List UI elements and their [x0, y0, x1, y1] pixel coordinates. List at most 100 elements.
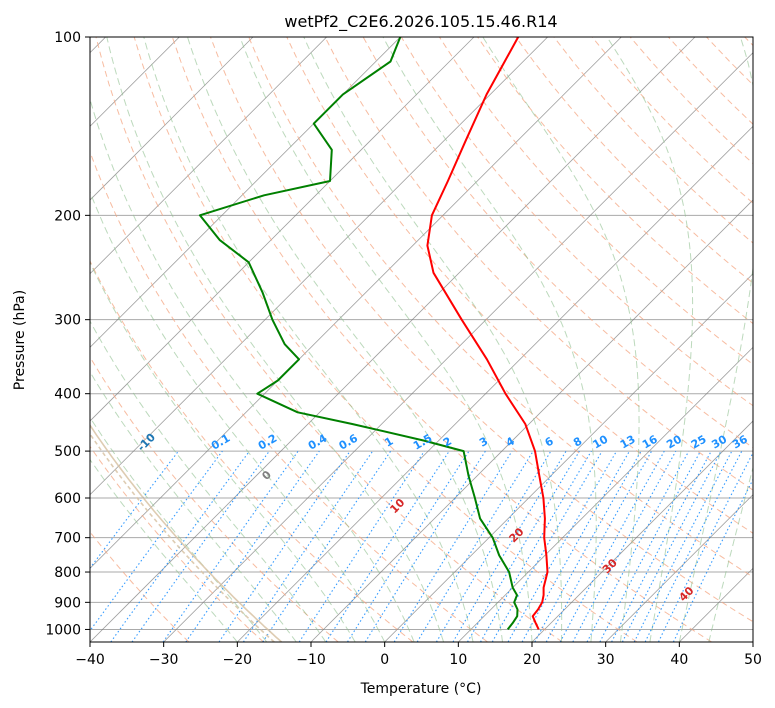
y-tick-label: 400	[54, 387, 81, 403]
dry-adiabat-line	[286, 37, 753, 534]
moist-adiabat-line	[90, 416, 268, 642]
x-tick-label: −10	[296, 652, 326, 668]
mixing-ratio-label: 3	[477, 435, 490, 450]
x-axis-label: Temperature (°C)	[360, 681, 482, 697]
isotherm-line	[90, 37, 401, 348]
isotherm-line	[237, 125, 753, 642]
mixing-ratio-label: 8	[571, 435, 584, 450]
x-tick-label: 40	[670, 652, 688, 668]
moist-adiabat-line	[143, 37, 474, 642]
mixing-ratio-line	[131, 450, 270, 642]
mixing-ratio-line	[545, 450, 653, 642]
y-tick-label: 500	[54, 444, 81, 460]
mixing-ratio-label: 16	[640, 432, 660, 451]
moist-adiabat-line	[106, 37, 445, 642]
y-tick-label: 200	[54, 208, 81, 224]
isotherm-line	[90, 37, 548, 496]
isotherm-line	[163, 52, 753, 642]
dry-adiabat-line	[90, 259, 414, 642]
mixing-ratio-line	[644, 450, 743, 642]
mixing-ratio-line	[672, 478, 753, 642]
mixing-ratio-line	[559, 450, 665, 642]
mixing-ratio-label: 6	[543, 434, 556, 449]
moist-adiabat-label: 10	[387, 496, 407, 516]
y-tick-label: 600	[54, 491, 81, 507]
x-tick-label: 10	[449, 652, 467, 668]
dry-adiabat-label: -20	[54, 400, 77, 423]
dry-adiabat-line	[90, 445, 264, 642]
moist-adiabat-line	[90, 458, 238, 642]
mixing-ratio-line	[534, 450, 642, 642]
y-tick-label: 100	[54, 30, 81, 46]
mixing-ratio-line	[586, 450, 690, 642]
mixing-ratio-label: 0.1	[209, 432, 232, 453]
isotherm-line	[531, 420, 753, 642]
mixing-ratio-label: 0.2	[256, 432, 279, 453]
x-tick-label: −20	[223, 652, 253, 668]
mixing-ratio-line	[521, 450, 630, 642]
dry-adiabat-line	[210, 37, 753, 623]
dry-adiabat-line	[90, 356, 339, 642]
y-tick-label: 900	[54, 595, 81, 611]
dry-adiabat-line	[248, 37, 753, 578]
moist-adiabat-line	[482, 37, 640, 642]
parcel-curve-line	[90, 423, 283, 642]
dry-adiabat-label: -10	[135, 431, 158, 454]
mixing-ratio-line	[364, 450, 486, 642]
mixing-ratio-line	[110, 450, 250, 642]
isotherm-line	[605, 494, 753, 642]
mixing-ratio-line	[633, 450, 733, 642]
mixing-ratio-label: 30	[709, 432, 729, 451]
moist-adiabat-label: 30	[600, 556, 620, 576]
dry-adiabat-line	[133, 37, 638, 642]
dry-adiabat-line	[90, 150, 488, 642]
isotherm-line	[752, 641, 753, 642]
mixing-ratio-line	[416, 450, 534, 642]
isotherm-line	[384, 273, 753, 642]
mixing-ratio-line	[599, 450, 701, 642]
moist-adiabat-label: 40	[676, 584, 696, 604]
moist-adiabat-line	[708, 465, 753, 642]
x-tick-label: 0	[380, 652, 389, 668]
dewpoint-line	[198, 37, 519, 631]
mixing-ratio-line	[325, 450, 450, 642]
mixing-ratio-label: 36	[730, 432, 750, 451]
mixing-ratio-label: 10	[591, 432, 611, 451]
mixing-ratio-label: 20	[664, 432, 684, 451]
mixing-ratio-line	[185, 450, 320, 642]
mixing-ratio-label: 1	[382, 435, 395, 450]
mixing-ratio-line	[242, 450, 374, 642]
isotherm-line	[679, 567, 753, 642]
dry-adiabat-line	[90, 531, 190, 642]
mixing-ratio-line	[298, 450, 425, 642]
moist-adiabat-line	[678, 37, 753, 642]
moist-adiabat-line	[90, 370, 297, 642]
mixing-ratio-line	[572, 450, 677, 642]
moist-adiabat-label: 20	[507, 525, 527, 545]
dry-adiabat-line	[515, 37, 753, 284]
dry-adiabat-line	[95, 37, 563, 642]
chart-title: wetPf2_C2E6.2026.105.15.46.R14	[284, 12, 557, 32]
mixing-ratio-line	[218, 450, 351, 642]
mixing-ratio-label: 13	[618, 433, 638, 452]
mixing-ratio-line	[393, 450, 513, 642]
moist-adiabat-line	[90, 261, 356, 642]
x-tick-label: 30	[597, 652, 615, 668]
isotherm-line	[90, 37, 696, 642]
temperature-line	[426, 37, 549, 630]
isotherm-line	[90, 37, 475, 422]
mixing-ratio-line	[90, 450, 179, 570]
mixing-ratio-line	[657, 451, 753, 642]
dry-adiabat-line	[668, 37, 753, 125]
moist-adiabat-label: 0	[259, 468, 274, 483]
mixing-ratio-line	[90, 450, 223, 632]
dry-adiabat-line	[591, 37, 753, 204]
moist-adiabat-line	[187, 37, 503, 642]
x-tick-label: −40	[75, 652, 105, 668]
moist-adiabat-line	[382, 37, 597, 642]
moist-adiabat-line	[606, 37, 694, 642]
isotherm-line	[90, 37, 327, 275]
y-tick-label: 700	[54, 531, 81, 547]
mixing-ratio-line	[611, 450, 712, 642]
